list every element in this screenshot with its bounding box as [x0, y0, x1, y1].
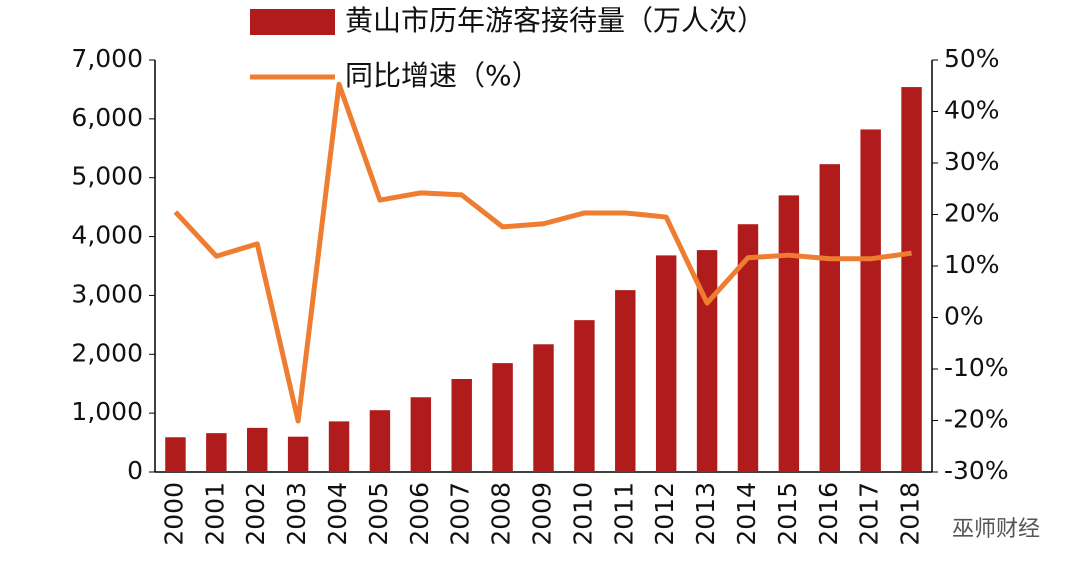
y2-tick-label: -10%	[944, 353, 1009, 382]
bar	[655, 255, 677, 472]
x-tick-label: 2004	[323, 482, 352, 546]
x-tick-label: 2017	[855, 482, 884, 546]
y-tick-label: 5,000	[71, 162, 143, 191]
y2-tick-label: 0%	[944, 302, 984, 331]
bar	[451, 379, 472, 472]
x-tick-label: 2015	[773, 482, 802, 546]
y2-tick-label: -30%	[944, 456, 1009, 485]
bar	[696, 250, 718, 472]
bar	[533, 344, 554, 472]
y-tick-label: 6,000	[71, 103, 143, 132]
x-tick-label: 2009	[528, 482, 557, 546]
bar	[901, 87, 922, 473]
y2-tick-label: -20%	[944, 405, 1009, 434]
x-tick-label: 2002	[241, 482, 270, 546]
y2-tick-label: 10%	[944, 250, 1000, 279]
legend-label: 同比增速（%）	[345, 59, 540, 92]
legend-label: 黄山市历年游客接待量（万人次）	[345, 4, 765, 37]
bar	[574, 320, 595, 472]
y-tick-label: 2,000	[71, 338, 143, 367]
y2-tick-label: 30%	[944, 147, 1000, 176]
bar	[819, 164, 840, 473]
legend-swatch	[250, 9, 335, 35]
x-tick-label: 2016	[814, 482, 843, 546]
bar	[410, 397, 432, 472]
x-tick-label: 2018	[896, 482, 925, 546]
bar	[369, 410, 391, 472]
x-tick-label: 2011	[609, 482, 638, 546]
x-tick-label: 2006	[405, 482, 434, 546]
bar	[287, 436, 309, 472]
y-tick-label: 1,000	[71, 397, 143, 426]
y2-tick-label: 40%	[944, 96, 1000, 125]
bar	[165, 437, 186, 472]
y2-tick-label: 50%	[944, 44, 1000, 73]
x-tick-label: 2000	[159, 482, 188, 546]
bar	[615, 290, 636, 472]
bar	[492, 363, 513, 472]
line	[173, 81, 912, 424]
x-tick-label: 2007	[446, 482, 475, 546]
x-tick-label: 2012	[650, 482, 679, 546]
y2-tick-label: 20%	[944, 199, 1000, 228]
x-tick-label: 2010	[568, 482, 597, 546]
bar	[737, 224, 759, 472]
watermark: 巫师财经	[952, 517, 1040, 542]
y-tick-label: 4,000	[71, 221, 143, 250]
bar	[206, 433, 227, 472]
bar	[778, 195, 800, 472]
y-tick-label: 0	[127, 456, 143, 485]
x-tick-label: 2013	[691, 482, 720, 546]
bar	[328, 421, 350, 472]
y-tick-label: 3,000	[71, 279, 143, 308]
y-tick-label: 7,000	[71, 44, 143, 73]
bar	[247, 427, 268, 472]
x-tick-label: 2008	[487, 482, 516, 546]
x-tick-label: 2003	[282, 482, 311, 546]
x-tick-label: 2005	[364, 482, 393, 546]
x-tick-label: 2001	[200, 482, 229, 546]
x-tick-label: 2014	[732, 482, 761, 546]
bar	[860, 129, 881, 473]
